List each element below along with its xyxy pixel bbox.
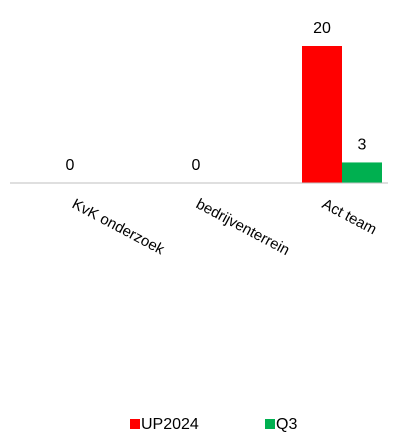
- legend-swatch-up2024: [130, 419, 140, 429]
- data-label-up2024-2: 0: [192, 157, 201, 174]
- category-label-1: KvK onderzoek: [69, 196, 167, 259]
- bars-layer: [302, 46, 382, 183]
- data-label-q3-3: 3: [358, 136, 367, 153]
- legend-label-q3: Q3: [276, 416, 297, 433]
- bar-up2024-3: [302, 46, 342, 183]
- bar-q3-3: [342, 162, 382, 183]
- category-labels-layer: KvK onderzoek bedrijventerrein Act team: [69, 196, 379, 260]
- data-labels-layer: 0 0 20 3: [66, 20, 367, 174]
- data-label-up2024-3: 20: [313, 20, 331, 37]
- legend-swatch-q3: [265, 419, 275, 429]
- legend: UP2024 Q3: [130, 416, 297, 433]
- legend-label-up2024: UP2024: [141, 416, 199, 433]
- data-label-up2024-1: 0: [66, 157, 75, 174]
- category-label-3: Act team: [319, 196, 379, 239]
- category-label-2: bedrijventerrein: [193, 196, 292, 260]
